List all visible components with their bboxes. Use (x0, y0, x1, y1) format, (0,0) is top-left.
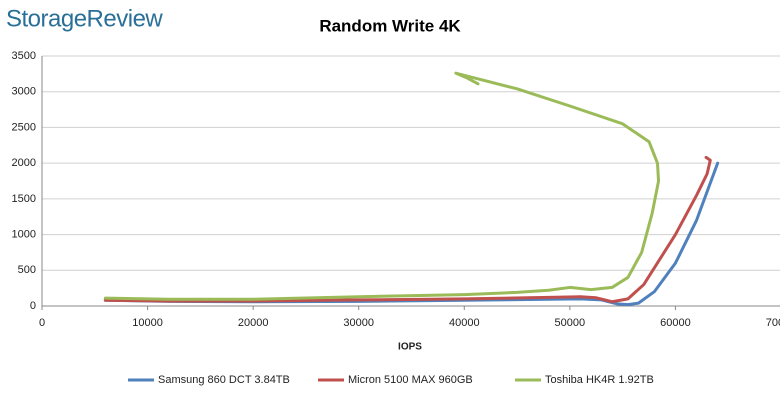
x-axis-label: IOPS (398, 342, 422, 353)
y-tick-label: 0 (30, 300, 36, 312)
y-tick-label: 2000 (12, 157, 36, 169)
x-tick-label: 60000 (660, 317, 691, 329)
series-line (103, 71, 661, 301)
brand-logo: StorageReview (6, 5, 163, 32)
chart-title: Random Write 4K (319, 16, 461, 35)
series-line (103, 161, 720, 307)
y-tick-label: 1500 (12, 193, 36, 205)
y-tick-label: 2500 (12, 121, 36, 133)
x-tick-label: 70000 (766, 317, 780, 329)
x-tick-label: 20000 (238, 317, 269, 329)
y-tick-label: 1000 (12, 228, 36, 240)
x-tick-label: 10000 (132, 317, 163, 329)
x-tick-label: 50000 (555, 317, 586, 329)
y-tick-label: 3500 (12, 50, 36, 62)
legend-label: Toshiba HK4R 1.92TB (545, 374, 654, 386)
x-tick-label: 0 (39, 317, 45, 329)
legend-label: Samsung 860 DCT 3.84TB (158, 374, 290, 386)
y-tick-label: 3000 (12, 86, 36, 98)
x-tick-label: 40000 (449, 317, 480, 329)
x-tick-label: 30000 (343, 317, 374, 329)
y-tick-label: 500 (18, 264, 36, 276)
legend-label: Micron 5100 MAX 960GB (348, 374, 473, 386)
series-line (103, 155, 712, 304)
